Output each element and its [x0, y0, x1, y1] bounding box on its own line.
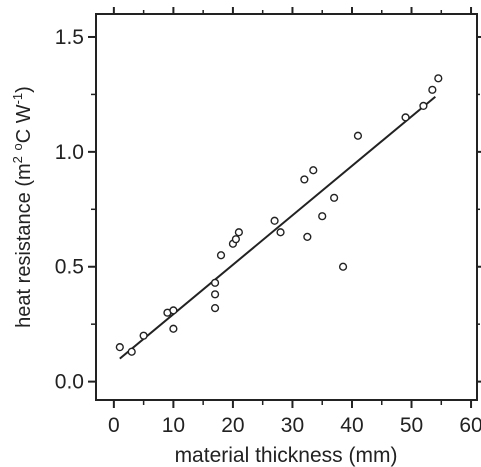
data-point [353, 131, 363, 140]
y-axis-title-sup-2: 2 [10, 156, 25, 163]
fit-line [119, 95, 436, 360]
x-tick-labels: 0 10 20 30 40 50 60 [108, 414, 481, 437]
data-point [401, 113, 410, 122]
y-tick-label: 1.5 [55, 26, 84, 49]
data-point [127, 347, 136, 356]
x-tick-label: 50 [400, 414, 423, 437]
data-point [318, 212, 327, 221]
x-tick-label: 10 [162, 414, 185, 437]
y-tick-labels: 0.0 0.5 1.0 1.5 [55, 26, 84, 394]
data-point [303, 232, 312, 241]
data-point [210, 278, 220, 287]
x-tick-label: 20 [221, 414, 244, 437]
plot-frame [95, 13, 478, 401]
data-point [169, 324, 178, 333]
data-point [216, 251, 226, 260]
data-point [270, 216, 279, 225]
y-tick-label: 0.0 [55, 371, 84, 394]
data-points [115, 74, 443, 356]
y-axis-title-prefix: heat resistance (m [13, 163, 35, 328]
data-point [210, 290, 220, 299]
y-axis-title-middle: C W [13, 104, 35, 143]
x-tick-label: 60 [459, 414, 481, 437]
y-axis-title-suffix: ) [13, 86, 35, 93]
data-point [231, 235, 240, 244]
fit-line-group [119, 95, 436, 360]
y-axis-title: heat resistance (m2 oC W-1) [10, 86, 35, 328]
y-tick-label: 0.5 [55, 256, 84, 279]
data-point [169, 306, 178, 315]
data-point [338, 262, 348, 271]
data-point [309, 166, 318, 175]
data-point [419, 101, 428, 111]
data-point [330, 193, 339, 202]
y-tick-label: 1.0 [55, 141, 84, 164]
data-point [115, 343, 124, 352]
x-tick-label: 40 [340, 414, 363, 437]
x-tick-label: 30 [281, 414, 304, 437]
data-point [234, 228, 243, 237]
data-point [276, 228, 285, 237]
data-point [300, 175, 309, 184]
x-axis-title: material thickness (mm) [175, 444, 398, 467]
axis-ticks [88, 7, 481, 408]
x-tick-label: 0 [108, 414, 120, 437]
data-point [139, 331, 148, 340]
data-point [210, 303, 220, 313]
y-axis-title-sup-minus1: -1 [10, 93, 25, 105]
data-point [428, 85, 437, 94]
data-point [434, 74, 443, 83]
y-axis-title-sup-o: o [10, 143, 25, 150]
